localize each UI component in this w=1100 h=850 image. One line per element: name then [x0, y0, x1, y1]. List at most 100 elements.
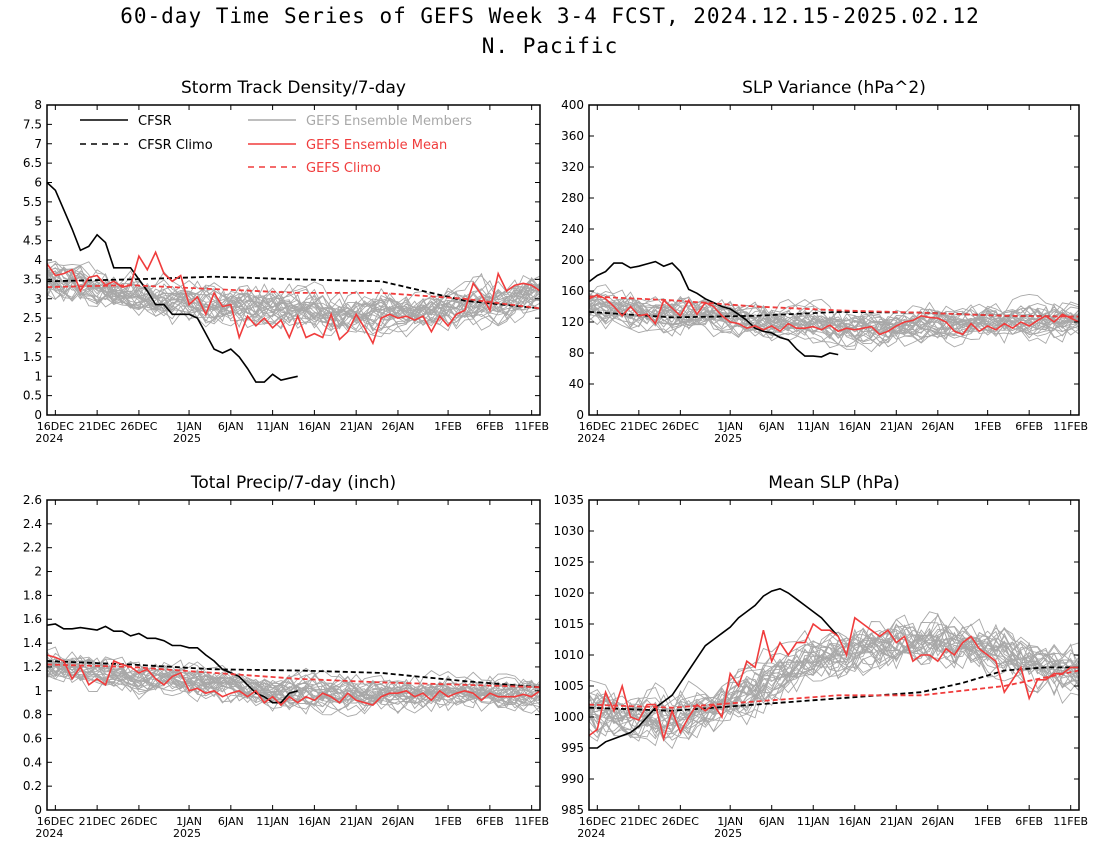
y-tick-label: 6: [34, 176, 42, 190]
y-tick-label: 1030: [553, 524, 584, 538]
x-tick-label: 21DEC: [620, 815, 657, 828]
cfsr-line: [47, 623, 298, 704]
y-tick-label: 1000: [553, 710, 584, 724]
y-tick-label: 995: [561, 741, 584, 755]
plot-frame: [46, 104, 541, 416]
x-tick-label: 16JAN: [838, 815, 871, 828]
y-tick-label: 3: [34, 292, 42, 306]
x-tick-label: 1FEB: [434, 815, 462, 828]
panel-title: Mean SLP (hPa): [768, 473, 900, 493]
y-tick-label: 1035: [553, 493, 584, 507]
panel-1: Storm Track Density/7-day 0 0.5 1 1.5 2 2.5 3 3.…: [23, 78, 549, 445]
gefs-climo-line: [589, 295, 1079, 318]
legend-cfsr-label: CFSR: [138, 114, 172, 129]
ensemble-member-line: [589, 623, 1079, 740]
x-tick-label: 26JAN: [921, 815, 954, 828]
y-tick-label: 160: [561, 284, 584, 298]
y-tick-label: 8: [34, 98, 42, 112]
x-tick-label: 21DEC: [620, 420, 657, 433]
y-tick-label: 240: [561, 222, 584, 236]
panel-3: Total Precip/7-day (inch)00.20.40.60.811…: [23, 473, 549, 840]
y-tick-label: 0.5: [23, 389, 42, 403]
y-tick-label: 2: [34, 565, 42, 579]
plot-area: [589, 587, 1079, 750]
y-tick-label: 0: [34, 408, 42, 422]
x-tick-year: 2024: [35, 432, 63, 445]
ensemble-member-line: [47, 266, 540, 333]
x-tick-label: 16DEC: [579, 420, 616, 433]
x-tick-year: 2025: [173, 827, 201, 840]
x-tick-label: 11FEB: [1053, 420, 1088, 433]
ensemble-member-line: [47, 660, 540, 698]
y-tick-label: 1010: [553, 648, 584, 662]
y-tick-label: 120: [561, 315, 584, 329]
ensemble-member-line: [589, 626, 1079, 733]
y-tick-label: 3.5: [23, 272, 42, 286]
ensemble-member-line: [589, 296, 1079, 339]
y-tick-label: 990: [561, 772, 584, 786]
x-tick-label: 1JAN: [717, 815, 743, 828]
x-tick-year: 2024: [577, 432, 605, 445]
y-tick-label: 0.2: [23, 779, 42, 793]
y-tick-label: 4: [34, 253, 42, 267]
legend-gefs-climo-label: GEFS Climo: [306, 161, 381, 176]
y-tick-label: 0: [576, 408, 584, 422]
x-tick-year: 2024: [35, 827, 63, 840]
y-tick-label: 5.5: [23, 195, 42, 209]
gefs-climo-line: [589, 669, 1079, 709]
y-tick-label: 1025: [553, 555, 584, 569]
y-tick-label: 320: [561, 160, 584, 174]
panel-4: Mean SLP (hPa) 985 990 995 1000 1005 1010 1015 1…: [553, 473, 1088, 840]
x-tick-label: 26JAN: [382, 420, 415, 433]
panel-2: SLP Variance (hPa^2) 0 40 80 120 160 200 240 280…: [561, 78, 1088, 445]
ensemble-member-line: [589, 297, 1079, 333]
ensemble-member-line: [589, 304, 1079, 339]
y-tick-label: 2.4: [23, 517, 42, 531]
ensemble-member-line: [47, 659, 540, 717]
x-tick-label: 16JAN: [298, 815, 331, 828]
y-tick-label: 4.5: [23, 234, 42, 248]
x-tick-label: 6FEB: [476, 420, 504, 433]
y-tick-label: 1.6: [23, 612, 42, 626]
y-tick-label: 200: [561, 253, 584, 267]
ensemble-member-line: [47, 659, 540, 711]
x-tick-label: 11JAN: [797, 420, 830, 433]
x-tick-label: 21JAN: [340, 420, 373, 433]
y-tick-label: 2.2: [23, 541, 42, 555]
x-tick-label: 16JAN: [838, 420, 871, 433]
x-tick-label: 11JAN: [256, 815, 289, 828]
x-tick-label: 26DEC: [662, 815, 699, 828]
x-tick-label: 6JAN: [218, 815, 244, 828]
y-tick-label: 1005: [553, 679, 584, 693]
x-tick-label: 1JAN: [176, 815, 202, 828]
y-tick-label: 0.8: [23, 708, 42, 722]
x-tick-label: 11FEB: [1053, 815, 1088, 828]
ensemble-member-line: [47, 660, 540, 712]
ensemble-member-line: [47, 270, 540, 320]
legend-gefs-mean-label: GEFS Ensemble Mean: [306, 138, 447, 153]
x-tick-label: 21DEC: [79, 420, 116, 433]
ensemble-member-line: [47, 271, 540, 328]
x-tick-label: 6FEB: [1015, 420, 1043, 433]
y-tick-label: 80: [569, 346, 584, 360]
x-tick-label: 21DEC: [79, 815, 116, 828]
x-tick-label: 11JAN: [256, 420, 289, 433]
ensemble-member-line: [589, 628, 1079, 733]
y-tick-label: 0.6: [23, 731, 42, 745]
x-tick-year: 2025: [714, 432, 742, 445]
figure-subtitle: N. Pacific: [481, 34, 619, 58]
plot-area: [47, 623, 540, 717]
y-tick-label: 1.2: [23, 660, 42, 674]
cfsr-line: [47, 181, 298, 383]
ensemble-member-line: [589, 612, 1079, 750]
x-tick-year: 2025: [714, 827, 742, 840]
panel-title: SLP Variance (hPa^2): [742, 78, 926, 98]
ensemble-member-line: [47, 275, 540, 335]
x-tick-label: 26JAN: [382, 815, 415, 828]
y-tick-label: 360: [561, 129, 584, 143]
y-tick-label: 40: [569, 377, 584, 391]
y-tick-label: 1015: [553, 617, 584, 631]
y-tick-label: 6.5: [23, 156, 42, 170]
x-tick-label: 1FEB: [974, 815, 1002, 828]
